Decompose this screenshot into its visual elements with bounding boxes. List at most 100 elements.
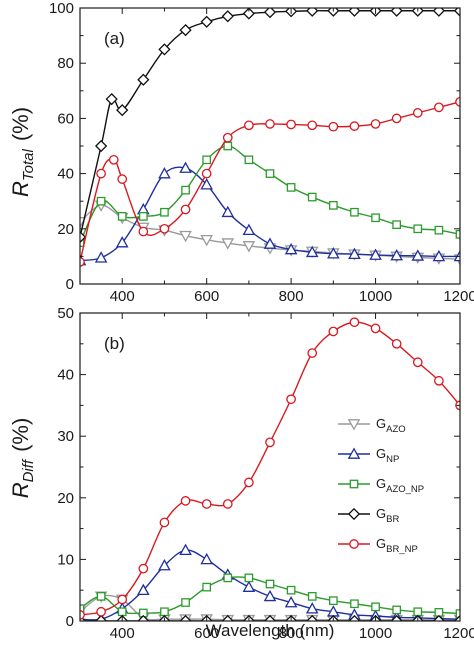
data-point-g-br-b-9 xyxy=(263,614,277,621)
data-point-g-azo-np-a-14 xyxy=(371,213,380,223)
data-point-g-azo-np-b-6 xyxy=(202,582,212,592)
data-point-g-azo-np-b-11 xyxy=(307,592,317,601)
data-point-g-br-a-16 xyxy=(390,8,403,17)
data-point-g-br-np-b-4 xyxy=(159,517,170,528)
x-tick-label-b-1200: 1200 xyxy=(443,625,474,642)
data-point-g-np-a-5 xyxy=(179,161,192,173)
data-point-g-br-np-a-3 xyxy=(117,174,128,184)
data-point-g-azo-np-a-17 xyxy=(434,225,444,235)
legend-label-g-azo-np: GAZO_NP xyxy=(376,476,424,495)
x-tick-label-a-1000: 1000 xyxy=(359,288,392,305)
legend-label-g-np-main: G xyxy=(376,446,386,461)
y-axis-title-b-sub: Diff xyxy=(20,458,37,482)
data-point-g-br-np-b-11 xyxy=(307,348,318,358)
x-tick-label-a-600: 600 xyxy=(194,288,219,305)
data-point-g-br-a-4 xyxy=(137,73,150,86)
data-point-g-br-np-a-11 xyxy=(286,119,296,130)
data-point-g-np-a-10 xyxy=(284,242,298,255)
data-point-g-azo-np-b-8 xyxy=(244,573,254,583)
legend-label-g-azo-sub: AZO xyxy=(386,424,406,435)
legend-label-g-np-sub: NP xyxy=(386,454,399,465)
data-point-g-br-b-13 xyxy=(348,614,361,621)
data-point-g-np-b-8 xyxy=(242,580,256,592)
legend-label-g-azo: GAZO xyxy=(376,416,406,435)
legend-label-g-azo-np-sub: AZO_NP xyxy=(386,484,424,495)
y-tick-label-b-30: 30 xyxy=(57,428,74,445)
data-point-g-azo-np-b-14 xyxy=(371,602,380,612)
data-point-g-azo-a-6 xyxy=(200,234,213,247)
legend: GAZO GNP GAZO_NP GBR GBR_NP xyxy=(338,416,424,555)
y-axis-title-b: RDiff (%) xyxy=(8,418,37,499)
data-point-g-azo-np-b-7 xyxy=(223,573,233,583)
legend-label-g-br-np: GBR_NP xyxy=(376,536,418,555)
data-point-g-br-b-7 xyxy=(221,614,234,621)
plot-area-b xyxy=(80,317,460,621)
data-point-g-br-np-a-14 xyxy=(349,121,360,131)
legend-marker-g-azo xyxy=(347,419,361,431)
data-point-g-azo-np-a-12 xyxy=(328,200,338,210)
x-tick-label-b-400: 400 xyxy=(110,625,135,642)
data-point-g-azo-np-a-16 xyxy=(413,224,423,234)
data-point-g-azo-np-a-9 xyxy=(265,169,275,178)
panel-b: 400 600 800 1000 1200 0 10 20 30 40 50 (b) xyxy=(57,305,474,642)
data-point-g-br-b-1 xyxy=(94,614,108,621)
data-point-g-azo-np-a-15 xyxy=(392,220,402,230)
data-point-g-br-np-a-5 xyxy=(159,223,170,234)
data-point-g-azo-np-a-11 xyxy=(307,192,317,202)
plot-frame-b xyxy=(79,312,461,622)
data-point-g-br-a-9 xyxy=(242,8,256,20)
data-point-g-azo-np-b-10 xyxy=(286,585,296,595)
data-point-g-azo-np-a-5 xyxy=(181,185,190,195)
data-point-g-br-np-a-2 xyxy=(108,154,119,165)
data-point-g-azo-np-b-1 xyxy=(96,592,106,601)
legend-label-g-azo-np-main: G xyxy=(376,476,386,491)
data-point-g-azo-np-a-8 xyxy=(244,155,254,165)
data-point-g-br-a-12 xyxy=(306,8,319,17)
panel-label-b: (b) xyxy=(104,334,125,353)
data-point-g-br-b-17 xyxy=(432,614,446,621)
data-point-g-br-np-b-6 xyxy=(201,499,212,509)
y-tick-label-b-20: 20 xyxy=(57,490,74,507)
data-point-g-br-np-b-15 xyxy=(391,338,402,349)
data-point-g-np-a-7 xyxy=(221,205,235,218)
data-point-g-azo-np-b-2 xyxy=(117,607,127,617)
data-point-g-np-a-9 xyxy=(263,237,277,249)
data-point-g-np-a-14 xyxy=(369,248,382,260)
data-point-g-np-a-6 xyxy=(200,178,213,190)
data-point-g-azo-np-a-1 xyxy=(96,196,106,206)
data-point-g-br-b-3 xyxy=(137,614,150,621)
data-point-g-np-a-15 xyxy=(390,249,403,261)
data-point-g-br-a-14 xyxy=(348,8,361,17)
legend-label-g-np: GNP xyxy=(376,446,399,465)
data-point-g-br-a-19 xyxy=(453,8,460,17)
data-point-g-br-a-6 xyxy=(179,23,192,37)
data-point-g-np-b-5 xyxy=(179,543,192,556)
legend-marker-g-np xyxy=(347,447,361,459)
data-point-g-azo-np-b-12 xyxy=(328,596,338,606)
data-point-g-br-a-10 xyxy=(263,8,277,19)
y-axis-title-a-sub: Total xyxy=(20,149,37,182)
data-point-g-br-a-17 xyxy=(411,8,424,17)
data-point-g-np-a-2 xyxy=(115,236,129,248)
data-point-g-br-np-b-14 xyxy=(370,323,381,334)
data-point-g-br-a-13 xyxy=(327,8,340,17)
x-tick-label-b-1000: 1000 xyxy=(359,625,392,642)
y-tick-label-b-50: 50 xyxy=(57,305,74,322)
legend-symbols xyxy=(338,419,370,549)
y-tick-label-a-40: 40 xyxy=(57,166,74,183)
data-point-g-np-b-10 xyxy=(284,595,298,608)
series-line-g-br-np-b xyxy=(80,321,460,616)
legend-label-g-br: GBR xyxy=(376,506,399,525)
data-point-g-br-np-a-18 xyxy=(434,102,444,113)
data-point-g-br-np-b-10 xyxy=(286,394,296,405)
data-point-g-np-a-16 xyxy=(411,249,425,261)
data-point-g-br-np-a-17 xyxy=(412,108,423,118)
data-point-g-azo-np-a-3 xyxy=(138,212,148,221)
x-tick-label-b-600: 600 xyxy=(194,625,219,642)
y-tick-label-a-80: 80 xyxy=(57,55,74,72)
legend-marker-g-br xyxy=(347,507,361,521)
data-point-g-br-np-b-13 xyxy=(349,317,360,328)
data-point-g-br-np-a-7 xyxy=(201,168,212,179)
data-point-g-np-a-12 xyxy=(327,247,340,259)
